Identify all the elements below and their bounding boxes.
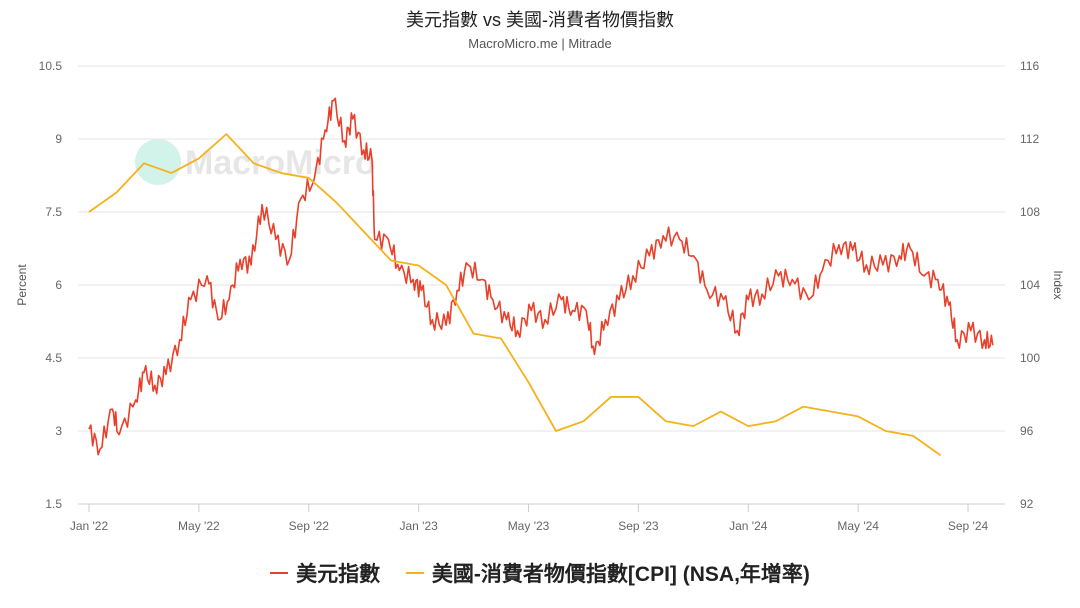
chart-title: 美元指數 vs 美國-消費者物價指數 (406, 10, 674, 30)
legend-item-cpi[interactable]: 美國-消費者物價指數[CPI] (NSA,年增率) (405, 558, 810, 588)
x-tick-label: Jan '23 (399, 519, 438, 533)
y-right-axis-label: Index (1051, 270, 1065, 299)
y-left-tick-label: 6 (55, 278, 62, 292)
y-right-tick-label: 112 (1020, 132, 1039, 146)
x-tick-label: Sep '22 (289, 519, 330, 533)
x-tick-label: Sep '24 (948, 519, 989, 533)
x-tick-label: Jan '24 (729, 519, 768, 533)
y-left-axis-label: Percent (15, 264, 29, 306)
legend-swatch (405, 572, 424, 574)
x-tick-label: May '24 (837, 519, 879, 533)
x-tick-label: May '22 (178, 519, 220, 533)
y-right-tick-label: 96 (1020, 424, 1034, 438)
y-left-tick-label: 3 (55, 424, 62, 438)
y-right-tick-label: 104 (1020, 278, 1040, 292)
chart-subtitle: MacroMicro.me | Mitrade (468, 36, 612, 51)
y-right-tick-label: 100 (1020, 351, 1040, 365)
legend-swatch (270, 572, 289, 574)
series-line-usd-index (88, 97, 994, 456)
x-tick-label: Sep '23 (618, 519, 659, 533)
watermark-text: MacroMicro (185, 144, 376, 182)
legend-label: 美元指數 (296, 563, 381, 586)
y-left-tick-label: 7.5 (45, 205, 62, 219)
y-left-tick-label: 4.5 (45, 351, 62, 365)
legend: 美元指數 美國-消費者物價指數[CPI] (NSA,年增率) (0, 556, 1080, 588)
x-tick-label: Jan '22 (70, 519, 109, 533)
y-left-tick-label: 10.5 (39, 59, 63, 73)
y-left-tick-label: 1.5 (45, 497, 62, 511)
legend-label: 美國-消費者物價指數[CPI] (NSA,年增率) (431, 563, 810, 586)
y-right-tick-label: 116 (1020, 59, 1039, 73)
x-tick-label: May '23 (508, 519, 550, 533)
series-line-cpi (88, 133, 942, 457)
y-right-tick-label: 92 (1020, 497, 1034, 511)
y-right-tick-label: 108 (1020, 205, 1040, 219)
y-left-tick-label: 9 (55, 132, 62, 146)
legend-item-usd-index[interactable]: 美元指數 (270, 558, 380, 588)
watermark-logo-icon (135, 139, 181, 185)
